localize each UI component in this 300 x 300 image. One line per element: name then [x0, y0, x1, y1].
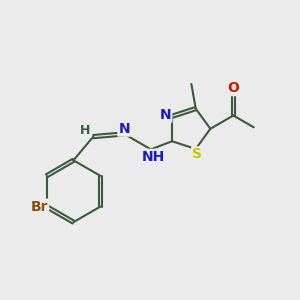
- Text: N: N: [118, 122, 130, 136]
- Text: Br: Br: [31, 200, 48, 214]
- Text: H: H: [80, 124, 90, 136]
- Text: O: O: [227, 81, 239, 95]
- Text: S: S: [192, 147, 202, 161]
- Text: NH: NH: [142, 150, 165, 164]
- Text: N: N: [160, 108, 171, 122]
